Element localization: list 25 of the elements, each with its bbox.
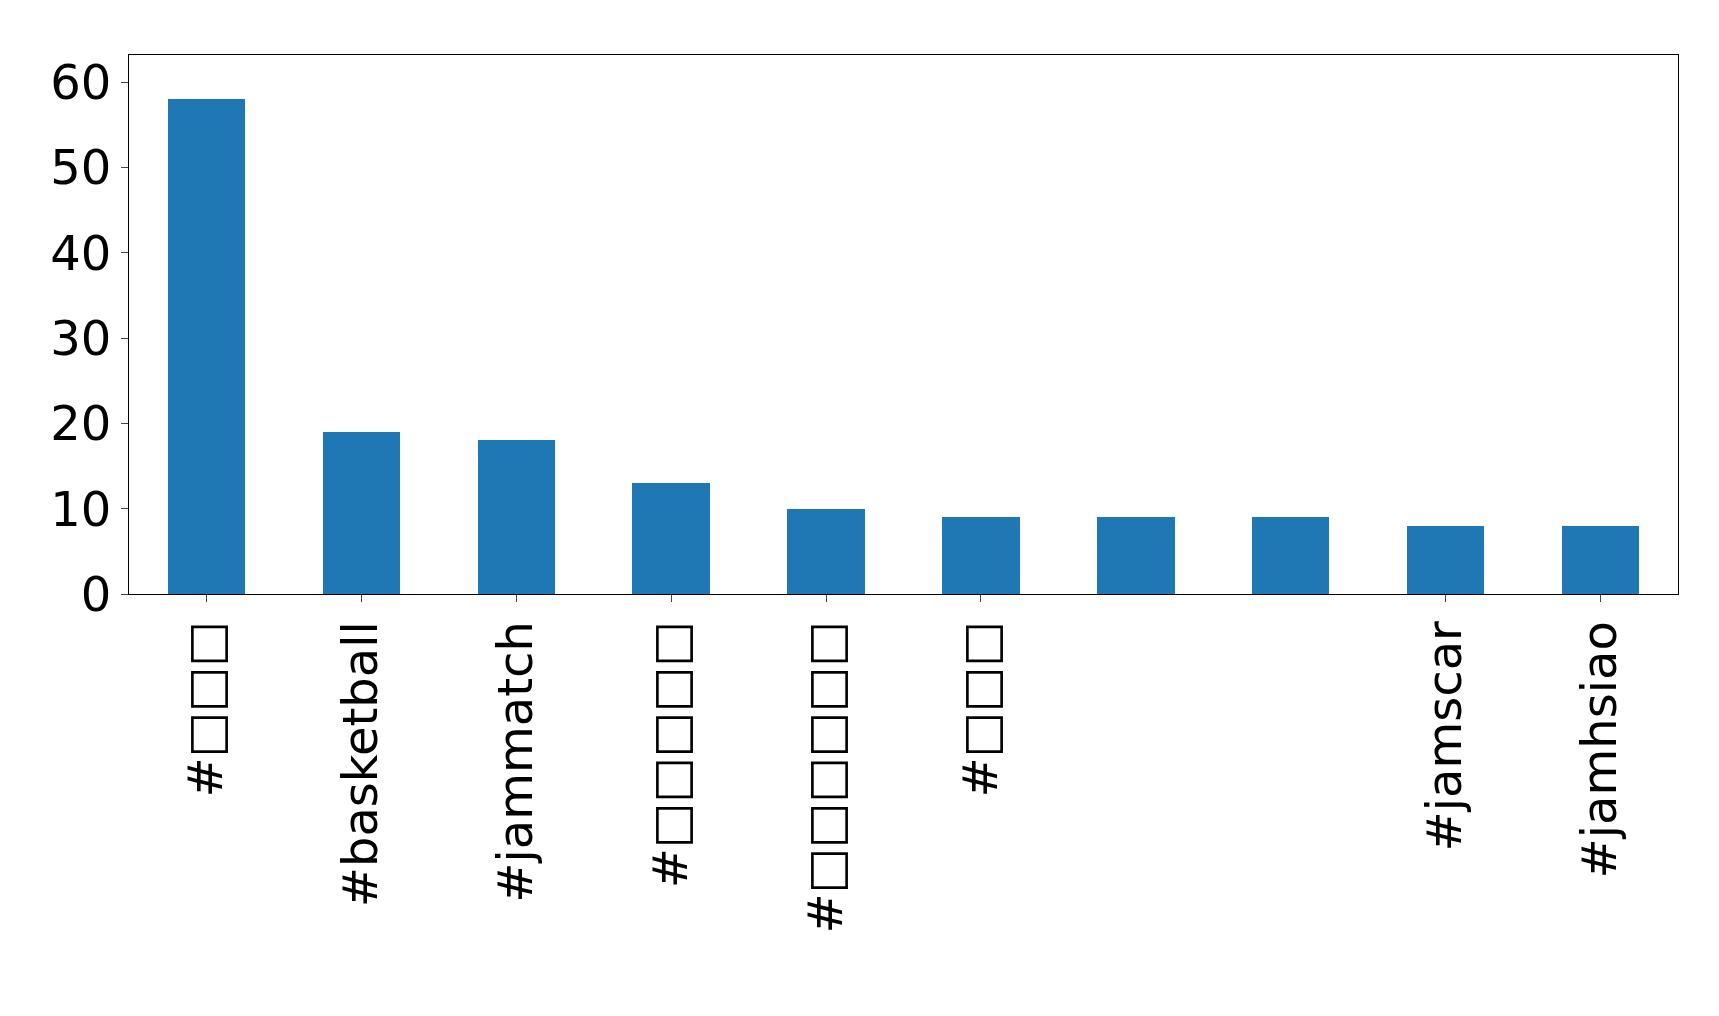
y-tick-label: 40 <box>50 224 112 281</box>
y-tick-label: 10 <box>50 480 112 537</box>
x-tick-label: #□□□□□ <box>641 621 698 889</box>
bar <box>1407 526 1484 594</box>
y-tick-label: 0 <box>80 565 112 622</box>
y-tick-label: 60 <box>50 54 112 111</box>
bar <box>787 509 865 594</box>
bar <box>1252 517 1329 594</box>
x-tick-label: #□□□ <box>951 621 1008 798</box>
x-tick-label: #jamhsiao <box>1571 621 1628 879</box>
x-tick-label: #□□□□□□ <box>796 621 853 934</box>
bar <box>323 432 400 594</box>
x-tick-label: #jamscar <box>1416 620 1473 852</box>
bar <box>168 99 245 594</box>
x-tick-label: #jammatch <box>486 621 543 903</box>
bar <box>632 483 710 594</box>
y-tick-label: 20 <box>50 395 112 452</box>
bar <box>478 440 555 594</box>
bar <box>942 517 1020 594</box>
bar <box>1562 526 1639 594</box>
x-tick-label: #basketball <box>331 621 388 908</box>
y-tick-label: 30 <box>50 309 112 366</box>
bar <box>1097 517 1175 594</box>
y-tick-label: 50 <box>50 139 112 196</box>
x-tick-label: #□□□ <box>177 621 234 798</box>
